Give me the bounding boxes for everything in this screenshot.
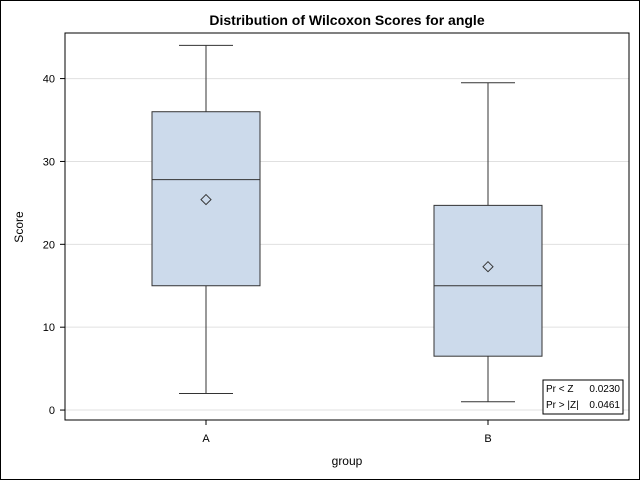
x-axis-label: group [332,454,363,468]
pvalue-inset: Pr < Z 0.0230 Pr > |Z| 0.0461 [542,379,624,415]
axes: 0 10 20 30 40 A B [43,74,492,445]
box-iqr [433,204,543,357]
mean-marker [482,260,494,273]
y-tick-label: 40 [43,74,55,86]
x-tick-label: B [484,433,491,445]
plot-area [64,32,630,421]
y-tick-label: 20 [43,239,55,251]
y-tick-label: 10 [43,322,55,334]
mean-marker [200,193,212,206]
inset-value: 0.0230 [589,384,620,395]
box-group-b [433,82,543,403]
gridlines [65,78,629,411]
box-series [151,44,543,403]
inset-value: 0.0461 [589,400,620,411]
y-tick-label: 30 [43,156,55,168]
inset-label: Pr < Z [546,384,574,395]
x-tick-label: A [202,433,210,445]
chart-title: Distribution of Wilcoxon Scores for angl… [209,12,484,28]
box-iqr [151,111,261,287]
y-axis-label: Score [12,211,26,243]
y-tick-label: 0 [49,405,55,417]
box-group-a [151,44,261,394]
inset-box [542,379,624,415]
inset-label: Pr > |Z| [546,400,579,411]
